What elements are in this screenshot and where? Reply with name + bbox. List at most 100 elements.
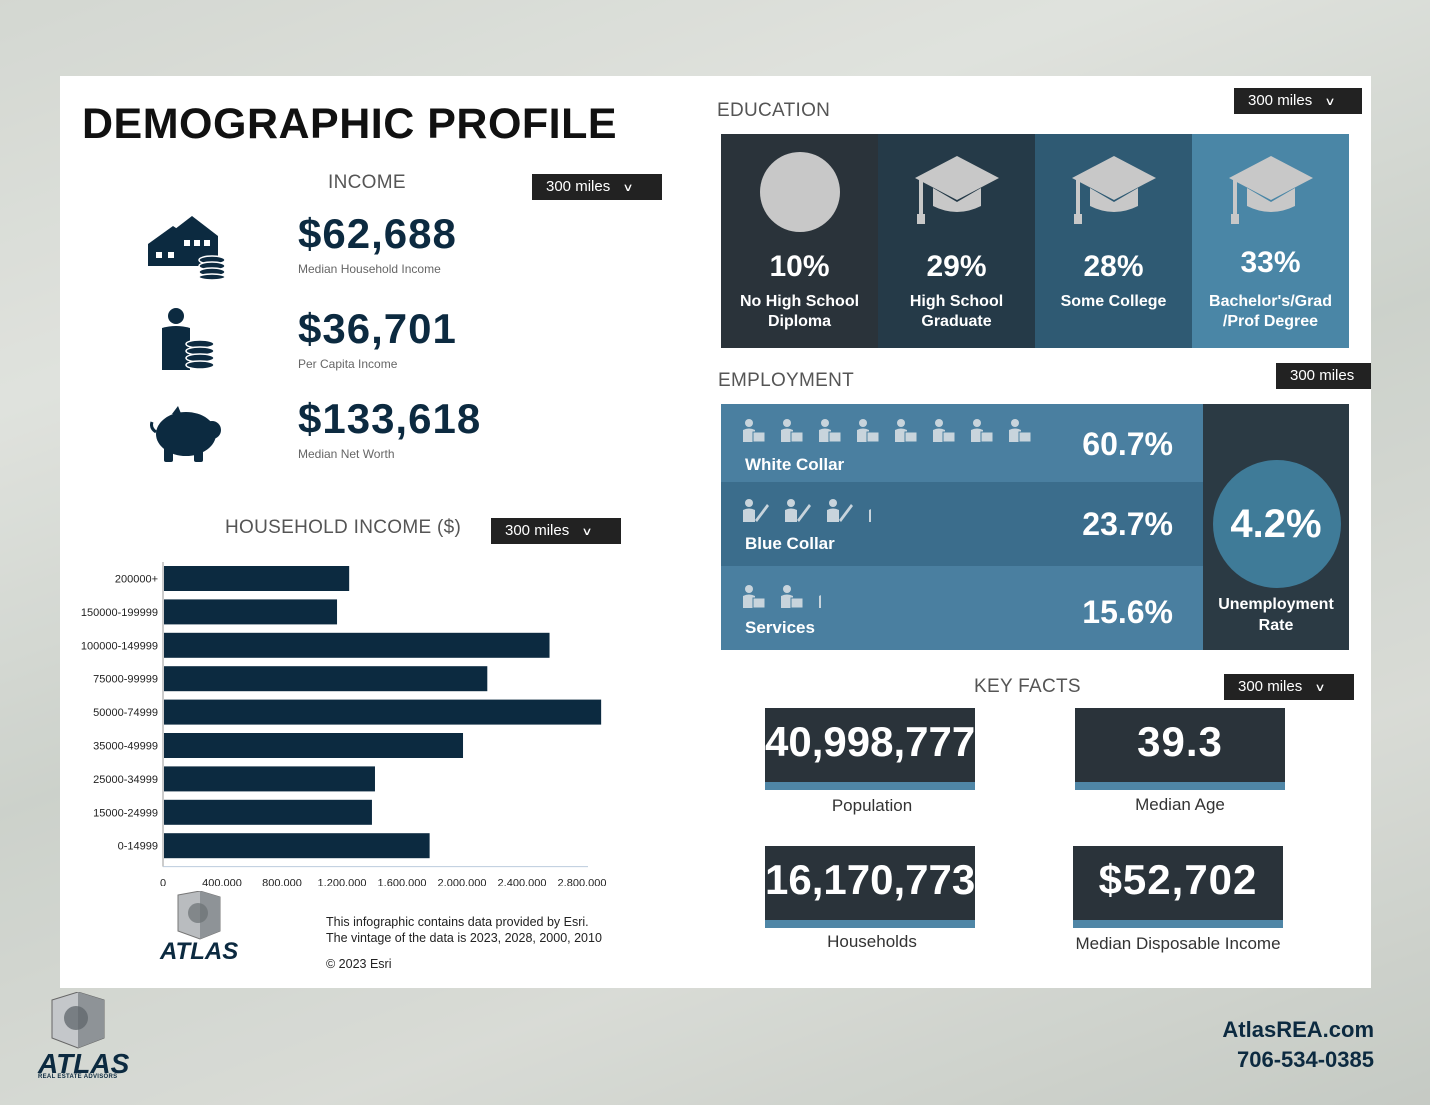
worker-icon	[779, 418, 805, 449]
y-tick-label: 50000-74999	[93, 707, 158, 719]
y-tick-label: 25000-34999	[93, 774, 158, 786]
household-income-radius-dropdown[interactable]: 300 miles ∨	[491, 518, 621, 544]
y-tick-label: 15000-24999	[93, 807, 158, 819]
chart-bar	[164, 666, 488, 692]
y-tick-label: 100000-149999	[81, 640, 158, 652]
chart-bar	[164, 632, 550, 658]
employment-label: Blue Collar	[745, 534, 835, 553]
worker-icons	[741, 418, 1033, 449]
employment-label: Services	[745, 618, 815, 637]
education-label: No High School Diploma	[739, 293, 860, 330]
x-tick-label: 1,600,000	[378, 878, 427, 886]
dropdown-label: 300 miles	[1238, 678, 1303, 695]
unemployment-pct: 4.2%	[1230, 502, 1322, 546]
per-capita-income-label: Per Capita Income	[298, 357, 398, 371]
house-coins-icon	[148, 214, 228, 285]
dropdown-label: 300 miles	[1248, 92, 1313, 109]
household-income-bar-chart: 200000+ 150000-199999 100000-149999 75000-9…	[81, 562, 607, 886]
page-title: DEMOGRAPHIC PROFILE	[82, 100, 618, 148]
education-bachelors-grad: 33% Bachelor's/Grad/Prof Degree	[1192, 134, 1349, 348]
education-pct: 10%	[769, 250, 830, 283]
education-label: High School Graduate	[909, 293, 1004, 330]
chart-bar	[164, 566, 350, 591]
population-label: Population	[831, 796, 913, 815]
graduation-cap-icon	[914, 156, 999, 224]
median-household-income-value: $62,688	[298, 210, 457, 257]
employment-panel: White Collar 60.7% Blue Collar 23.7% Ser…	[721, 404, 1349, 650]
employment-blue-collar: Blue Collar 23.7%	[721, 482, 1203, 566]
y-tick-label: 200000+	[115, 574, 158, 586]
worker-icon-partial	[867, 498, 871, 529]
dropdown-label: 300 miles	[1290, 367, 1355, 384]
employment-services: Services 15.6%	[721, 566, 1203, 650]
atlas-tagline: REAL ESTATE ADVISORS	[38, 1074, 118, 1080]
worker-icons	[741, 498, 871, 529]
chevron-down-icon: ∨	[622, 182, 634, 194]
worker-icon	[969, 418, 995, 449]
employment-heading: EMPLOYMENT	[718, 370, 855, 391]
dropdown-label: 300 miles	[546, 178, 611, 195]
worker-icon	[825, 498, 855, 529]
households-value: 16,170,773	[765, 856, 975, 903]
education-pct: 29%	[926, 250, 987, 283]
key-facts-radius-dropdown[interactable]: 300 miles ∨	[1224, 674, 1354, 700]
graduation-cap-icon	[1071, 156, 1156, 224]
median-disposable-income-value: $52,702	[1098, 856, 1258, 903]
piggy-bank-icon	[150, 406, 224, 469]
education-some-college: 28% Some College	[1035, 134, 1192, 348]
chevron-down-icon: ∨	[1324, 96, 1336, 108]
median-disposable-income-label: Median Disposable Income	[1075, 934, 1281, 953]
income-radius-dropdown[interactable]: 300 miles ∨	[532, 174, 662, 200]
website-link[interactable]: AtlasREA.com	[1222, 1017, 1374, 1042]
esri-copyright: © 2023 Esri	[326, 957, 392, 971]
education-pct: 28%	[1083, 250, 1144, 283]
worker-icon	[855, 418, 881, 449]
worker-icon	[1007, 418, 1033, 449]
circle-icon	[759, 152, 840, 232]
x-tick-label: 1,200,000	[318, 878, 367, 886]
chart-bar	[164, 799, 372, 825]
education-heading: EDUCATION	[717, 100, 831, 121]
employment-pct: 15.6%	[1082, 594, 1173, 630]
per-capita-income-value: $36,701	[298, 305, 457, 352]
chart-bar	[164, 766, 375, 792]
chart-bar	[164, 733, 464, 758]
chart-bar	[164, 699, 602, 725]
unemployment-rate-panel: 4.2% Unemployment Rate	[1203, 404, 1349, 650]
atlas-logo-small	[160, 890, 240, 972]
education-radius-dropdown[interactable]: 300 miles ∨	[1234, 88, 1362, 114]
employment-pct: 60.7%	[1082, 426, 1173, 462]
education-pct: 33%	[1240, 246, 1301, 279]
y-tick-label: 150000-199999	[81, 607, 158, 619]
key-facts-heading: KEY FACTS	[974, 676, 1081, 697]
x-tick-label: 800,000	[262, 878, 302, 886]
x-tick-label: 400,000	[202, 878, 242, 886]
person-coins-icon	[160, 306, 216, 377]
education-panel: 10% No High School Diploma 29% High Schoo…	[721, 134, 1349, 348]
y-tick-label: 75000-99999	[93, 674, 158, 686]
graduation-cap-icon	[1228, 156, 1313, 224]
population-value: 40,998,777	[765, 718, 975, 765]
atlas-logo	[44, 991, 110, 1059]
employment-pct: 23.7%	[1082, 506, 1173, 542]
worker-icon	[741, 418, 767, 449]
x-tick-label: 2,800,000	[558, 878, 607, 886]
dropdown-label: 300 miles	[505, 522, 570, 539]
worker-icon	[783, 498, 813, 529]
worker-icon-partial	[817, 584, 821, 615]
households-label: Households	[827, 932, 917, 951]
chart-bar	[164, 833, 430, 859]
median-household-income-label: Median Household Income	[298, 262, 441, 276]
worker-icon	[893, 418, 919, 449]
employment-radius-dropdown[interactable]: 300 miles	[1276, 363, 1371, 389]
y-tick-label: 0-14999	[118, 841, 158, 853]
population-box: 40,998,777	[765, 708, 975, 790]
worker-icon	[741, 584, 767, 615]
x-tick-label: 2,400,000	[498, 878, 547, 886]
chevron-down-icon: ∨	[581, 526, 593, 538]
chart-bar	[164, 599, 338, 625]
education-label: Some College	[1060, 293, 1167, 310]
phone-number[interactable]: 706-534-0385	[1236, 1047, 1374, 1072]
worker-icons	[741, 584, 821, 615]
atlas-logo-text: ATLAS	[38, 1048, 130, 1079]
